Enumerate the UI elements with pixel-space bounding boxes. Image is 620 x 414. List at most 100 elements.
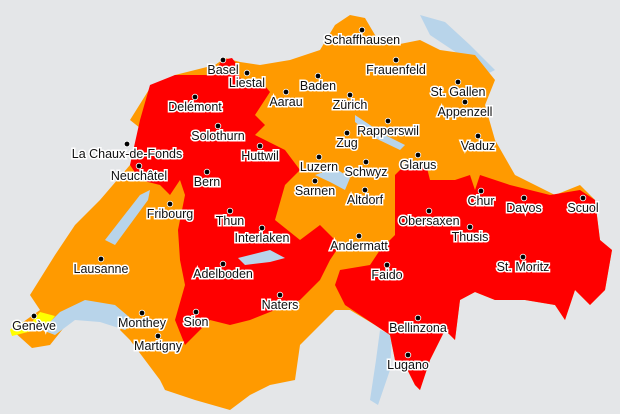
city-dot: [256, 142, 264, 150]
city-marker: Zug: [335, 129, 359, 152]
city-dot: [97, 255, 105, 263]
city-dot: [343, 129, 351, 137]
city-dot: [477, 187, 485, 195]
region-red-northwest: [130, 62, 340, 345]
city-dot: [276, 291, 284, 299]
city-dot: [138, 309, 146, 317]
city-marker: Adelboden: [192, 260, 254, 283]
city-marker: Chur: [466, 187, 496, 210]
city-label: Solothurn: [191, 129, 245, 143]
city-marker: Schaffhausen: [322, 26, 402, 49]
city-label: Liestal: [229, 76, 265, 90]
city-label: La Chaux-de-Fonds: [72, 147, 182, 161]
city-dot: [191, 93, 199, 101]
city-label: Neuchâtel: [111, 169, 167, 183]
city-marker: Thusis: [450, 223, 490, 246]
city-marker: Altdorf: [345, 186, 385, 209]
city-dot: [166, 200, 174, 208]
city-marker: Martigny: [133, 332, 184, 355]
city-marker: Rapperswil: [356, 117, 420, 140]
city-label: Frauenfeld: [366, 63, 426, 77]
city-label: Delémont: [168, 100, 222, 114]
city-label: Monthey: [118, 316, 167, 330]
city-marker: La Chaux-de-Fonds: [70, 140, 184, 163]
city-marker: Glarus: [398, 151, 438, 174]
city-dot: [461, 98, 469, 106]
city-dot: [414, 151, 422, 159]
city-label: Scuol: [567, 201, 598, 215]
city-dot: [226, 207, 234, 215]
city-label: Vaduz: [461, 139, 496, 153]
city-marker: Bern: [192, 168, 222, 191]
city-marker: Naters: [260, 291, 300, 314]
lake-thun: [238, 250, 285, 265]
lake-maggiore: [370, 330, 392, 405]
city-marker: Aarau: [268, 88, 304, 111]
city-marker: Scuol: [566, 194, 600, 217]
city-label: Zürich: [333, 98, 368, 112]
city-marker: Liestal: [227, 69, 267, 92]
city-dot: [361, 186, 369, 194]
region-yellow-geneva: [10, 312, 55, 336]
city-marker: Baden: [298, 72, 338, 95]
city-label: Naters: [262, 298, 299, 312]
city-label: Aarau: [269, 95, 302, 109]
city-dot: [579, 194, 587, 202]
city-label: Zug: [336, 136, 358, 150]
city-label: Bern: [194, 175, 220, 189]
lake-zurich: [355, 115, 405, 150]
city-label: Lugano: [387, 358, 429, 372]
city-label: Schaffhausen: [324, 33, 400, 47]
city-dot: [384, 117, 392, 125]
city-marker: Obersaxen: [397, 207, 461, 230]
city-marker: Thun: [214, 207, 246, 230]
city-label: Davos: [506, 201, 541, 215]
city-label: Luzern: [300, 160, 338, 174]
city-dot: [214, 122, 222, 130]
city-label: Interlaken: [235, 231, 290, 245]
city-label: Thusis: [452, 230, 489, 244]
city-marker: Schwyz: [343, 158, 389, 181]
city-marker: Sion: [182, 308, 210, 331]
city-dot: [383, 261, 391, 269]
city-dot: [454, 78, 462, 86]
city-marker: Lausanne: [72, 255, 130, 278]
city-marker: Vaduz: [459, 132, 497, 155]
city-dot: [392, 56, 400, 64]
city-label: Obersaxen: [398, 214, 459, 228]
lake-neuchatel: [105, 190, 150, 245]
city-marker: Huttwil: [240, 142, 280, 165]
city-dot: [362, 158, 370, 166]
city-label: Martigny: [134, 339, 183, 353]
city-dot: [123, 140, 131, 148]
city-label: Adelboden: [193, 267, 253, 281]
city-dot: [346, 91, 354, 99]
city-marker: Zürich: [331, 91, 369, 114]
city-label: Basel: [207, 63, 238, 77]
city-label: Appenzell: [438, 105, 493, 119]
city-marker: Faido: [370, 261, 404, 284]
city-dot: [425, 207, 433, 215]
city-marker: Andermatt: [329, 232, 390, 255]
city-label: Andermatt: [330, 239, 388, 253]
city-dot: [311, 177, 319, 185]
city-label: Sion: [183, 315, 208, 329]
region-red-east: [335, 160, 612, 390]
city-marker: Delémont: [167, 93, 224, 116]
city-marker: Solothurn: [190, 122, 246, 145]
city-dot: [154, 332, 162, 340]
city-dot: [192, 308, 200, 316]
city-marker: Luzern: [298, 153, 340, 176]
city-marker: Frauenfeld: [365, 56, 427, 79]
city-marker: Bellinzona: [388, 314, 448, 337]
city-marker: Genève: [11, 312, 57, 335]
city-label: Glarus: [400, 158, 437, 172]
city-label: Baden: [300, 79, 336, 93]
city-dot: [219, 260, 227, 268]
city-dot: [414, 314, 422, 322]
city-dot: [243, 69, 251, 77]
city-marker: Appenzell: [436, 98, 494, 121]
city-dot: [355, 232, 363, 240]
